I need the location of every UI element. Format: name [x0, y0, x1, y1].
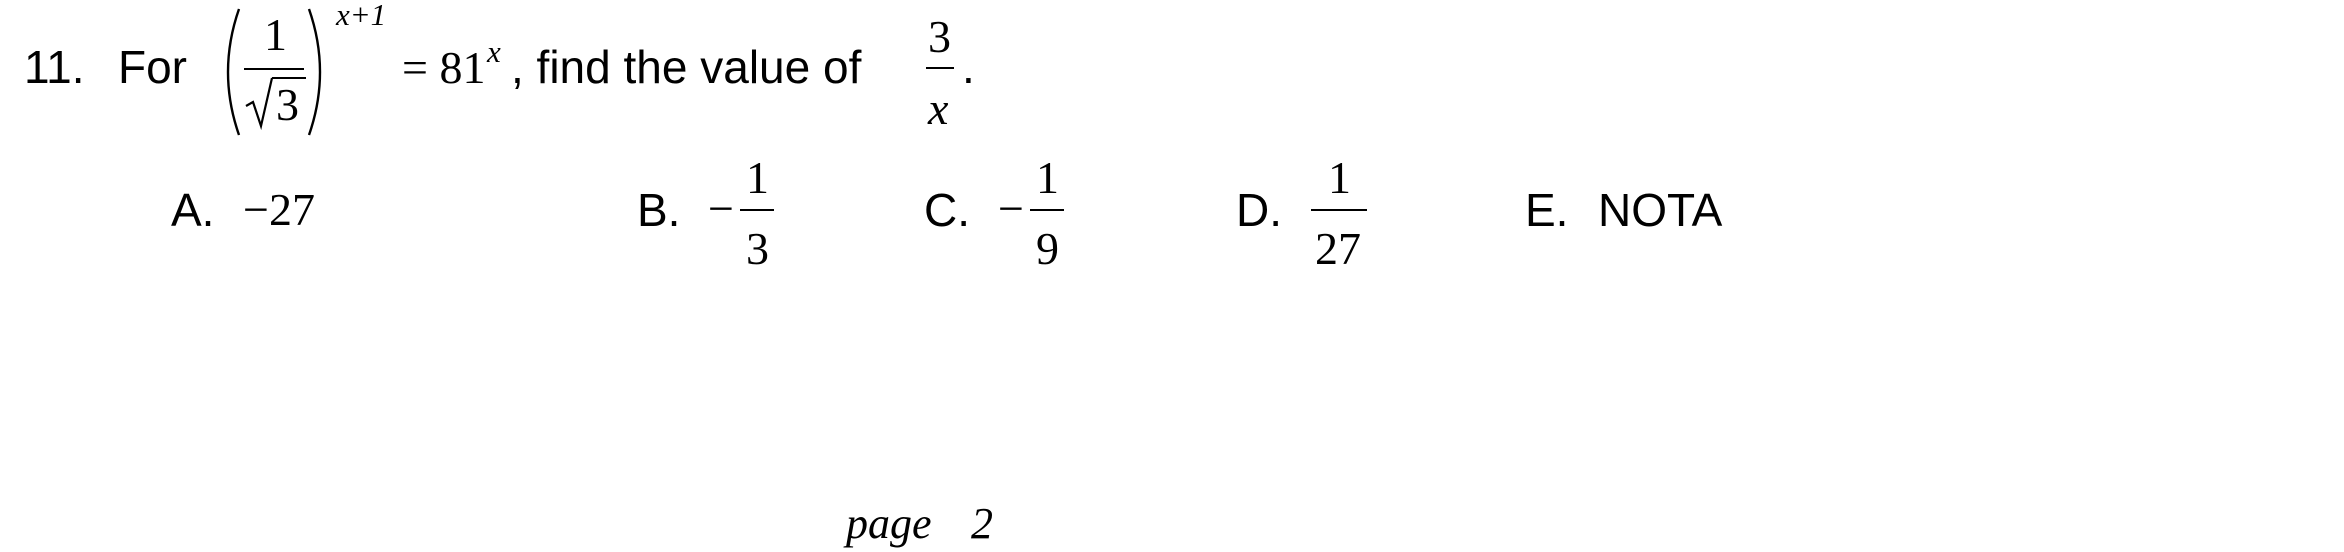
rhs-expression: = 81	[402, 42, 486, 93]
choice-b-label: B.	[637, 184, 681, 236]
choice-b-denominator: 3	[746, 223, 769, 274]
left-paren	[226, 8, 241, 136]
target-fraction-bar	[926, 67, 954, 69]
radical-overline	[272, 77, 306, 79]
question-period: .	[962, 41, 975, 93]
base-fraction-bar	[244, 68, 304, 70]
choice-c-numerator: 1	[1036, 152, 1059, 203]
choice-c-denominator: 9	[1036, 223, 1059, 274]
choice-a-value: −27	[243, 184, 315, 235]
choice-b-fraction-bar	[740, 209, 774, 211]
choice-a-label: A.	[171, 184, 215, 236]
base-exponent: x+1	[336, 0, 387, 32]
radical-sign	[245, 77, 274, 131]
choice-e-value: NOTA	[1598, 184, 1723, 236]
choice-b-sign: −	[708, 183, 734, 234]
question-mid-text: , find the value of	[511, 41, 862, 93]
choice-d-label: D.	[1236, 184, 1282, 236]
rhs-exponent: x	[487, 34, 501, 69]
choice-d-denominator: 27	[1315, 223, 1361, 274]
base-radicand: 3	[276, 79, 299, 130]
right-paren	[307, 8, 322, 136]
question-number: 11.	[24, 41, 85, 93]
choice-b-numerator: 1	[746, 152, 769, 203]
page-number: 2	[971, 499, 993, 548]
question-lead-text: For	[118, 41, 187, 93]
choice-c-fraction-bar	[1030, 209, 1064, 211]
choice-c-sign: −	[998, 183, 1024, 234]
base-numerator: 1	[264, 9, 287, 60]
choice-e-label: E.	[1525, 184, 1569, 236]
choice-d-fraction-bar	[1311, 209, 1367, 211]
choice-c-label: C.	[924, 184, 970, 236]
target-denominator: x	[928, 83, 949, 134]
choice-d-numerator: 1	[1328, 152, 1351, 203]
page-label: page	[846, 499, 932, 548]
target-numerator: 3	[928, 11, 951, 62]
